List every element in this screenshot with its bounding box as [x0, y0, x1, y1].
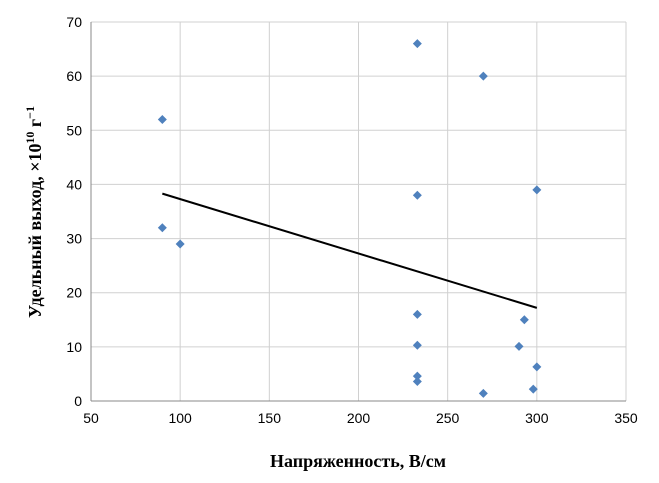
data-points	[157, 39, 542, 398]
data-point	[528, 384, 538, 394]
data-point	[412, 190, 422, 200]
y-tick-label: 40	[66, 176, 82, 192]
data-point	[412, 39, 422, 49]
trend-line	[162, 192, 538, 309]
data-point	[478, 388, 488, 398]
data-point	[532, 362, 542, 372]
data-point	[412, 340, 422, 350]
data-point	[412, 309, 422, 319]
x-tick-label: 100	[168, 410, 192, 426]
axes	[90, 22, 626, 402]
y-tick-label: 20	[66, 285, 82, 301]
data-point	[514, 341, 524, 351]
data-point	[175, 239, 185, 249]
y-axis-title-unit: г	[25, 119, 45, 132]
y-axis-title-unit-exponent: −1	[23, 106, 37, 119]
y-tick-label: 70	[66, 14, 82, 30]
data-point	[157, 223, 167, 233]
grid-lines	[91, 21, 627, 401]
y-tick-label: 60	[66, 68, 82, 84]
x-tick-label: 50	[83, 410, 99, 426]
y-tick-label: 0	[74, 393, 82, 409]
x-tick-label: 200	[347, 410, 371, 426]
tick-labels: 50 100 150 200 250 300 350 0 10 20 30 40 50 60 70	[66, 14, 637, 426]
x-tick-label: 250	[436, 410, 460, 426]
data-point	[519, 315, 529, 325]
x-axis-title: Напряженность, В/см	[270, 451, 446, 471]
y-axis-title-main: Удельный выход, ×10	[25, 144, 45, 318]
data-point	[157, 114, 167, 124]
data-point	[478, 71, 488, 81]
y-tick-label: 30	[66, 231, 82, 247]
y-axis-title: Удельный выход, ×1010 г−1	[23, 106, 45, 318]
data-point	[412, 377, 422, 387]
x-tick-label: 300	[525, 410, 549, 426]
y-tick-label: 50	[66, 122, 82, 138]
data-point	[412, 371, 422, 381]
x-tick-label: 350	[614, 410, 638, 426]
y-tick-label: 10	[66, 339, 82, 355]
x-tick-label: 150	[258, 410, 282, 426]
y-axis-title-exponent: 10	[23, 132, 37, 144]
data-point	[532, 185, 542, 195]
